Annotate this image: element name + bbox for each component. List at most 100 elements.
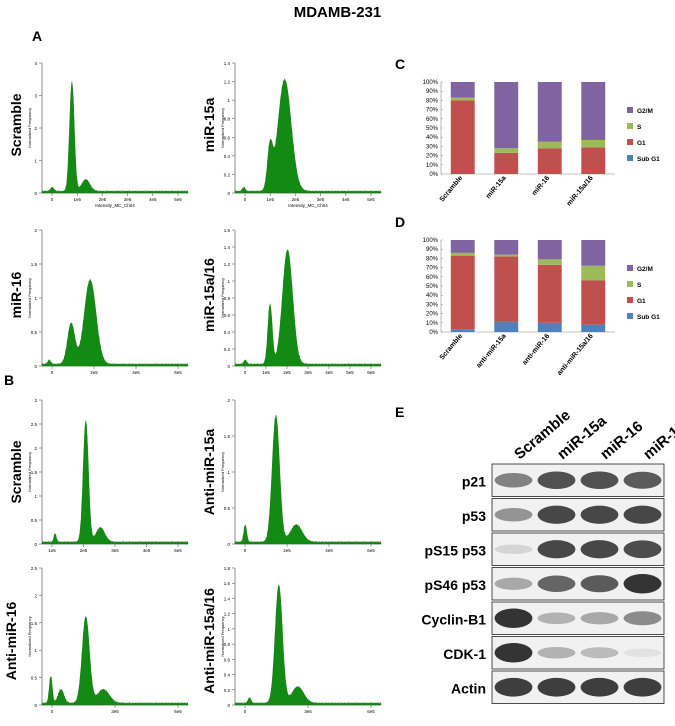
y-tick-label: 80% [426,256,439,262]
y-tick-label: 0.8 [224,296,231,301]
x-tick-label: 0 [51,709,54,714]
x-tick-label: 0 [244,370,247,375]
y-tick-label: 0.6 [224,135,231,140]
blot-row-label: Actin [451,680,486,696]
bar-segment [581,324,606,332]
bar-segment [450,100,475,174]
bar-segment [494,148,519,153]
x-tick-label: 1e5 [262,370,270,375]
y-tick-label: 0.4 [224,330,231,335]
y-tick-label: 2.5 [31,566,38,571]
y-tick-label: 20% [426,312,439,318]
x-tick-label: 2e5 [292,197,300,202]
bar-segment [581,139,606,148]
x-axis-label: Intensity_MC_Ch04 [288,203,328,208]
y-tick-label: 2 [227,398,230,403]
blot-band [537,540,576,559]
legend-swatch [627,123,633,129]
x-tick-label: 1e5 [73,197,81,202]
blot-row-label: p21 [462,473,486,489]
y-tick-label: 0 [34,703,37,708]
x-tick-label: 3e5 [111,548,119,553]
y-tick-label: 0.6 [224,657,231,662]
y-tick-label: 0.5 [31,676,38,681]
x-tick-label: 2e5 [99,197,107,202]
stacked-bar-chart-c: 0% 10% 20% 30% 40% 50% 60% 70% 80% 90% 100% Scrambl… [405,70,675,215]
histogram-area [234,78,382,194]
y-tick-label: 1.5 [31,621,38,626]
blot-row-label: pS46 p53 [425,577,487,593]
bar-segment [450,329,475,332]
x-tick-label: 6e5 [367,548,375,553]
legend-swatch [627,313,633,319]
bar-segment [450,97,475,101]
y-tick-label: 40% [426,293,439,299]
y-tick-label: 1.4 [224,245,231,250]
x-tick-label: 0 [51,197,54,202]
legend-label: Sub G1 [637,156,660,163]
y-tick-label: 1.5 [224,434,231,439]
x-tick-label: 4e5 [325,548,333,553]
bar-segment [581,147,606,174]
y-tick-label: 90% [426,89,439,95]
y-tick-label: 1.4 [224,61,231,66]
bar-segment [494,82,519,149]
row-label-a2: miR-15a [201,97,217,153]
y-tick-label: 0.6 [224,313,231,318]
blot-row-label: Cyclin-B1 [421,611,486,627]
category-label: Scramble [439,333,465,362]
x-tick-label: 5e5 [367,197,375,202]
bar-segment [494,152,519,174]
x-tick-label: 6e5 [174,370,182,375]
blot-band [494,643,533,663]
y-tick-label: 1.8 [224,566,231,571]
row-label-b3: Anti-miR-16 [3,601,19,681]
row-label-b2: Anti-miR-15a [201,428,217,516]
bar-segment [537,264,562,323]
blot-band [623,540,662,559]
legend-swatch [627,155,633,161]
x-tick-label: 4e5 [325,370,333,375]
y-tick-label: 1 [34,494,37,499]
blot-band [494,544,533,554]
panel-letter-b: B [4,372,15,388]
blot-band [494,677,533,697]
blot-band [580,505,619,524]
y-tick-label: 1 [34,648,37,653]
y-tick-label: 2 [34,593,37,598]
x-tick-label: 3e5 [304,709,312,714]
bar-segment [494,240,519,255]
category-label: miR-15a/16 [566,175,595,208]
y-tick-label: 60% [426,275,439,281]
y-tick-label: 1 [227,279,230,284]
legend-label: G1 [637,298,646,305]
blot-row-label: p53 [462,508,486,524]
y-tick-label: 90% [426,247,439,253]
legend-label: G2/M [637,266,653,273]
x-tick-label: 3e5 [124,197,132,202]
x-tick-label: 4e5 [132,370,140,375]
y-tick-label: 100% [423,238,439,244]
histogram-area [41,81,189,194]
blot-band [623,648,662,658]
western-blot: Scramble miR-15a miR-16 miR-15a/16 p21 p53 pS1… [400,398,675,721]
x-tick-label: 2e5 [283,548,291,553]
x-tick-label: 4e5 [149,197,157,202]
y-tick-label: 1 [227,470,230,475]
y-tick-label: 1 [227,627,230,632]
y-tick-label: 30% [426,302,439,308]
figure-title: MDAMB-231 [293,4,382,21]
histogram-area [234,584,382,706]
stacked-bar-chart-d: 0% 10% 20% 30% 40% 50% 60% 70% 80% 90% 100% Scrambl… [405,228,675,388]
blot-band [623,677,662,697]
blot-row-label: CDK-1 [443,646,486,662]
y-tick-label: 0.5 [31,518,38,523]
blot-band [623,611,662,626]
category-label: miR-16 [531,175,551,197]
x-tick-label: 5e5 [174,548,182,553]
panel-letter-c: C [395,56,406,72]
blot-band [580,540,619,559]
y-tick-label: 1.5 [31,262,38,267]
y-axis-label: Normalized Frequency [27,108,32,148]
histogram-a2: 0 0.2 0.4 0.6 0.8 1 1.2 1.4 0 1e5 2e5 3e5 4e5 5e5 Norm… [193,55,393,215]
